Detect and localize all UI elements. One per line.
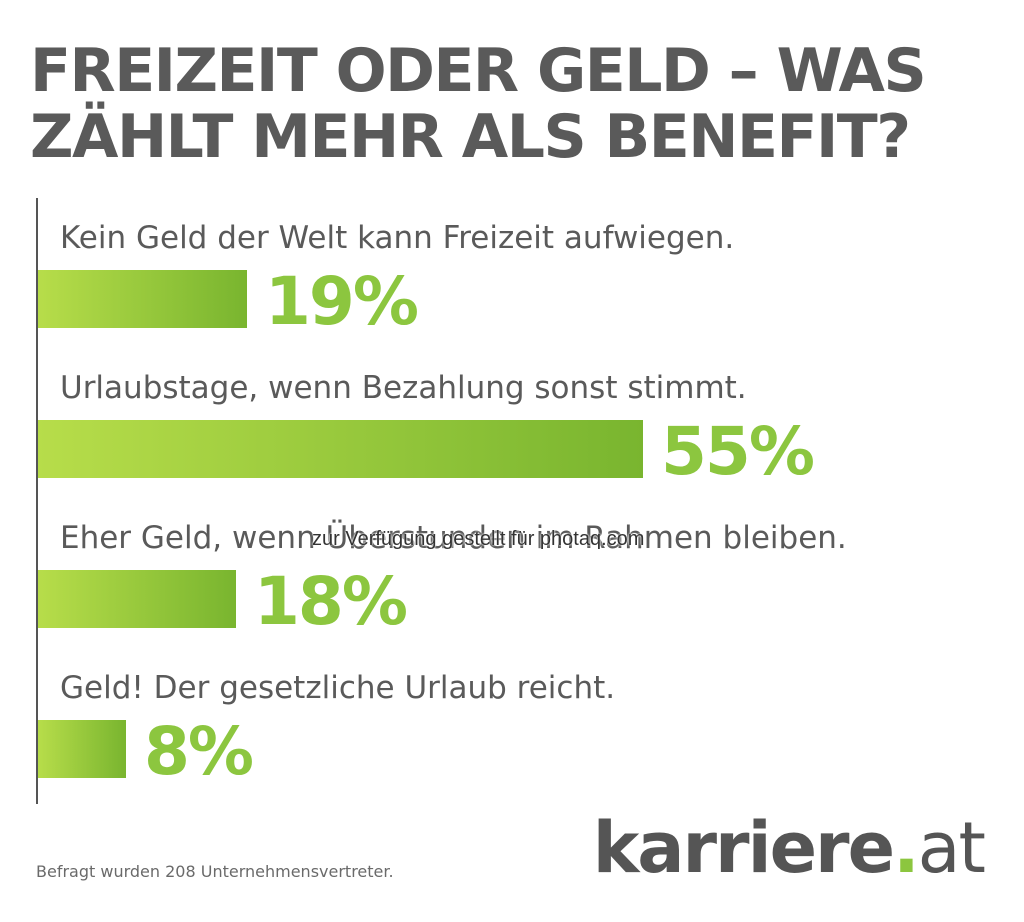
bar [38, 720, 126, 778]
category-label: Urlaubstage, wenn Bezahlung sonst stimmt… [60, 370, 747, 406]
logo-name: karriere [592, 807, 895, 889]
value-label: 19% [265, 263, 418, 340]
logo-tld: at [917, 807, 986, 889]
chart-title: FREIZEIT ODER GELD – WAS ZÄHLT MEHR ALS … [30, 36, 927, 172]
karriere-logo: karriere.at [592, 807, 986, 889]
bar [38, 570, 236, 628]
category-label: Kein Geld der Welt kann Freizeit aufwieg… [60, 220, 734, 256]
category-label: Geld! Der gesetzliche Urlaub reicht. [60, 670, 615, 706]
value-label: 18% [254, 563, 407, 640]
footnote: Befragt wurden 208 Unternehmensvertreter… [36, 862, 394, 881]
value-label: 55% [661, 413, 814, 490]
category-label: Eher Geld, wenn Überstunden im Rahmen bl… [60, 519, 847, 556]
logo-dot: . [893, 807, 920, 889]
value-label: 8% [144, 713, 253, 790]
watermark-text: zur Verfügung gestellt für photaq.com [312, 528, 645, 550]
bar [38, 420, 643, 478]
bar [38, 270, 247, 328]
